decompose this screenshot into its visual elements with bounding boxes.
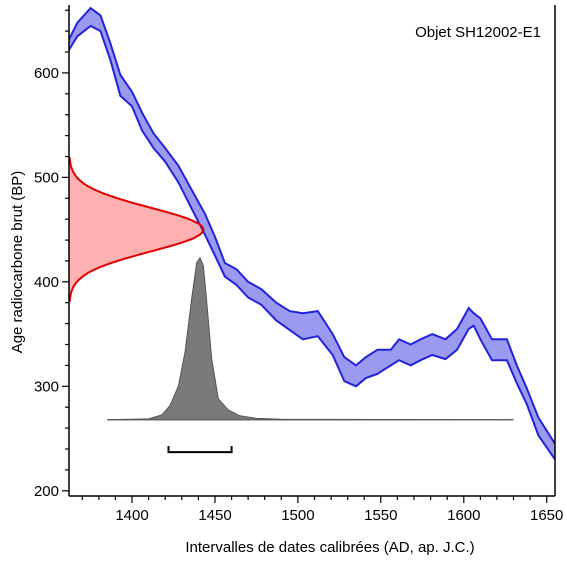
calibrated-date-distribution [107,256,514,421]
axes: 1400 1450 1500 1550 1600 1650 200 300 400 500 600 [34,5,563,524]
x-axis-title: Intervalles de dates calibrées (AD, ap. … [185,539,474,556]
calibrated-range-bar [167,446,233,454]
x-tick-label: 1650 [530,507,563,524]
y-tick-label: 600 [34,65,59,82]
y-ticks: 200 300 400 500 600 [34,9,69,500]
radiocarbon-date-curve [69,157,205,303]
y-tick-label: 200 [34,483,59,500]
object-label: Objet SH12002-E1 [415,24,541,41]
x-tick-label: 1600 [447,507,480,524]
x-tick-label: 1550 [364,507,397,524]
calibration-curve-upper [69,6,555,445]
x-tick-label: 1500 [281,507,314,524]
y-tick-label: 300 [34,378,59,395]
y-tick-label: 400 [34,274,59,291]
x-tick-label: 1400 [115,507,148,524]
calibration-curve-lower [69,24,555,460]
y-axis-title: Age radiocarbone brut (BP) [9,171,26,354]
x-tick-label: 1450 [198,507,231,524]
calibration-curve-band [69,8,555,460]
x-ticks: 1400 1450 1500 1550 1600 1650 [81,496,563,524]
y-tick-label: 500 [34,169,59,186]
